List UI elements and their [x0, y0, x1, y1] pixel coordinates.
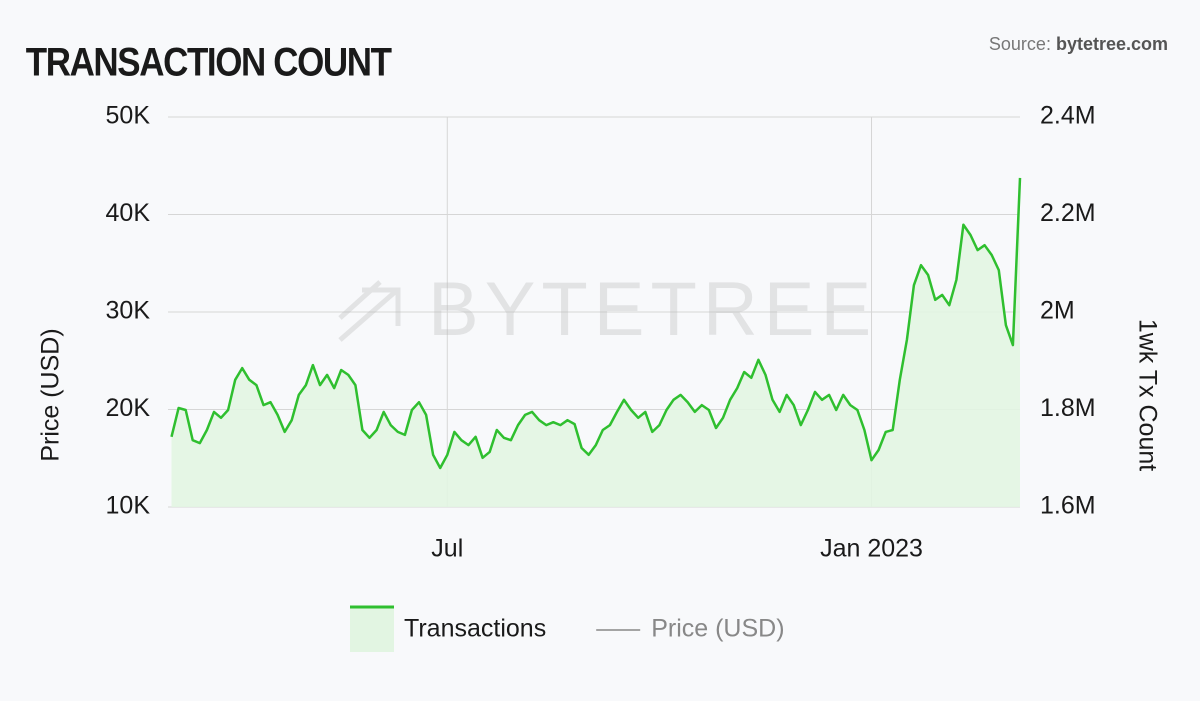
y-tick-label: 30K	[106, 297, 151, 325]
y2-tick-label: 1.8M	[1040, 394, 1096, 422]
legend: Transactions Price (USD)	[350, 605, 785, 652]
y2-tick-label: 1.6M	[1040, 492, 1096, 520]
watermark: BYTETREE	[338, 267, 877, 352]
y-tick-label: 10K	[106, 492, 151, 520]
y-tick-label: 50K	[106, 102, 151, 130]
legend-swatch	[350, 606, 394, 652]
source-site: bytetree.com	[1056, 34, 1168, 54]
watermark-icon	[338, 280, 401, 342]
legend-item[interactable]: Transactions	[350, 605, 546, 652]
x-tick-label: Jul	[431, 535, 463, 563]
y2-axis-title: 1wk Tx Count	[1133, 319, 1161, 471]
y2-tick-label: 2.2M	[1040, 199, 1096, 227]
y2-tick-label: 2.4M	[1040, 102, 1096, 130]
y2-tick-label: 2M	[1040, 297, 1075, 325]
legend-label: Price (USD)	[651, 615, 784, 643]
y-tick-label: 20K	[106, 394, 151, 422]
chart-title: TRANSACTION COUNT	[26, 39, 392, 84]
source-label: Source:	[989, 34, 1056, 54]
y-tick-label: 40K	[106, 199, 151, 227]
legend-item[interactable]: Price (USD)	[596, 615, 785, 643]
area	[171, 177, 1020, 507]
source: Source: bytetree.com	[989, 34, 1168, 54]
y-axis-title: Price (USD)	[37, 328, 65, 461]
line	[170, 177, 1022, 470]
watermark-text: BYTETREE	[428, 267, 877, 352]
legend-label: Transactions	[404, 615, 546, 643]
x-tick-label: Jan 2023	[820, 535, 923, 563]
